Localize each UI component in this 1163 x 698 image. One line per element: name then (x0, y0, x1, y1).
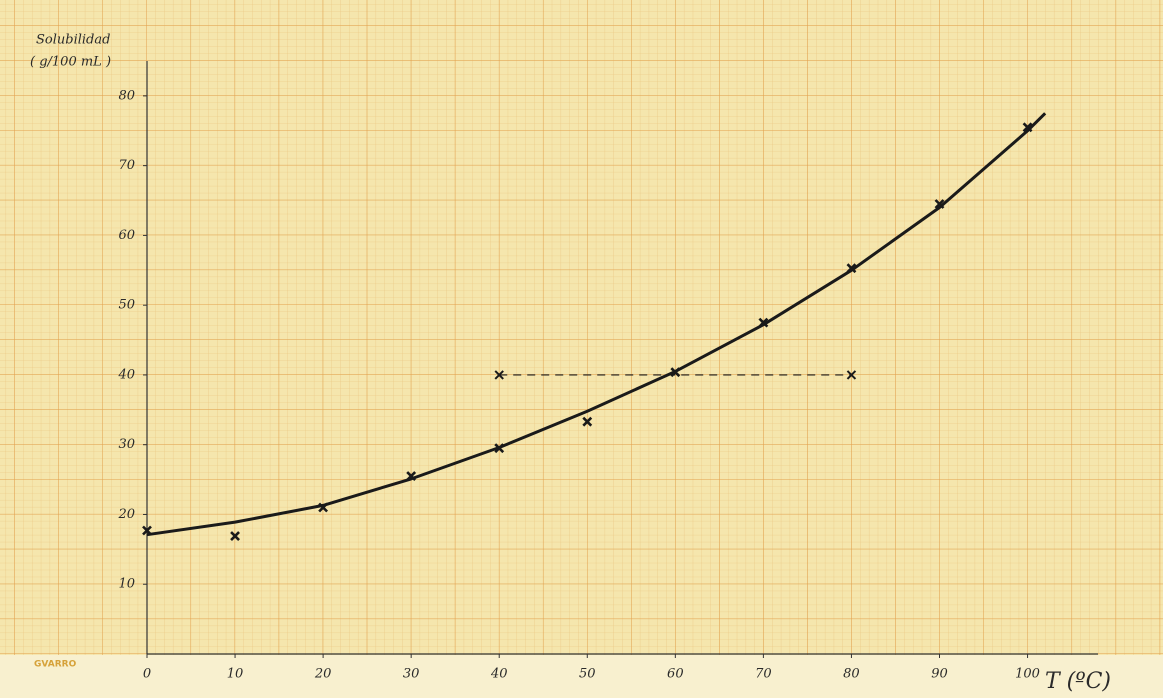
y-axis-label: Solubilidad (36, 33, 110, 48)
x-tick-label: 0 (143, 667, 151, 682)
x-tick-label: 50 (579, 667, 596, 682)
chart: GVARRO Solubilidad ( g/100 mL ) T (ºC) 1… (0, 0, 1163, 698)
x-tick-label: 100 (1015, 667, 1040, 682)
y-tick-label: 60 (118, 228, 135, 243)
x-tick-label: 40 (490, 667, 508, 682)
y-tick-label: 50 (118, 298, 135, 313)
x-tick-label: 80 (843, 667, 860, 682)
x-tick-label: 30 (403, 667, 420, 682)
y-tick-label: 30 (118, 437, 135, 452)
paper-grid-major (0, 0, 1163, 655)
y-tick-label: 10 (118, 577, 135, 592)
brand: GVARRO (34, 660, 77, 670)
x-axis-label: T (ºC) (1045, 669, 1111, 694)
x-tick-label: 90 (931, 667, 948, 682)
y-axis-label: ( g/100 mL ) (30, 55, 111, 70)
x-tick-label: 10 (227, 667, 244, 682)
x-tick-label: 70 (755, 667, 772, 682)
x-tick-label: 60 (667, 667, 684, 682)
y-tick-label: 20 (117, 507, 135, 522)
y-tick-label: 40 (117, 367, 135, 382)
page: {"chart_data": {"type": "scatter", "y_la… (0, 0, 1163, 698)
y-tick-label: 70 (118, 158, 135, 173)
x-tick-label: 20 (314, 667, 332, 682)
y-tick-label: 80 (118, 88, 135, 103)
